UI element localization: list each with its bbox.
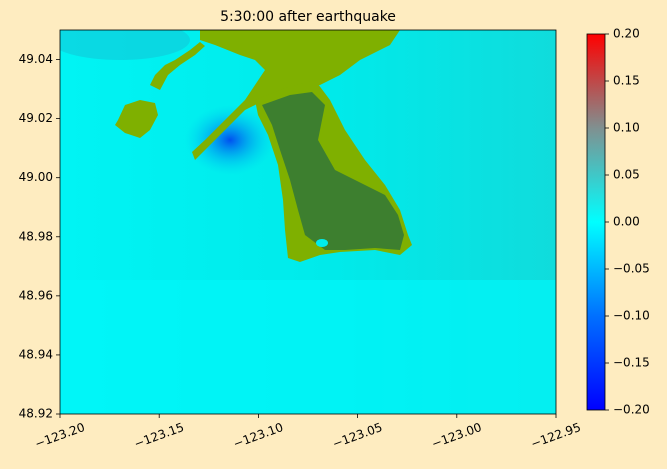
- x-tick-label: −123.00: [430, 420, 484, 451]
- y-tick-label: 48.98: [19, 229, 53, 243]
- colorbar-tick-label: 0.05: [613, 168, 640, 182]
- colorbar-tick-label: −0.20: [613, 403, 650, 417]
- y-tick-label: 49.00: [19, 170, 53, 184]
- x-tick-label: −123.10: [231, 420, 285, 451]
- x-tick-label: −123.20: [33, 420, 87, 451]
- colorbar: [586, 33, 606, 411]
- field: [60, 30, 556, 414]
- colorbar-tick-label: −0.15: [613, 356, 650, 370]
- x-tick-label: −123.05: [331, 420, 385, 451]
- chart-title: 5:30:00 after earthquake: [220, 9, 396, 25]
- colorbar-tick-label: 0.20: [613, 27, 640, 41]
- colorbar-tick-label: 0.10: [613, 121, 640, 135]
- colorbar-tick-label: −0.05: [613, 262, 650, 276]
- axes-frame: [59, 29, 557, 415]
- y-tick-label: 49.02: [19, 111, 53, 125]
- y-tick-label: 49.04: [19, 52, 53, 66]
- y-tick-label: 48.96: [19, 288, 53, 302]
- x-tick-label: −122.95: [529, 420, 583, 451]
- y-tick-label: 48.92: [19, 407, 53, 421]
- x-tick-label: −123.15: [132, 420, 186, 451]
- colorbar-tick-label: 0.00: [613, 215, 640, 229]
- colorbar-tick-label: 0.15: [613, 74, 640, 88]
- colorbar-tick-label: −0.10: [613, 309, 650, 323]
- y-tick-label: 48.94: [19, 347, 53, 361]
